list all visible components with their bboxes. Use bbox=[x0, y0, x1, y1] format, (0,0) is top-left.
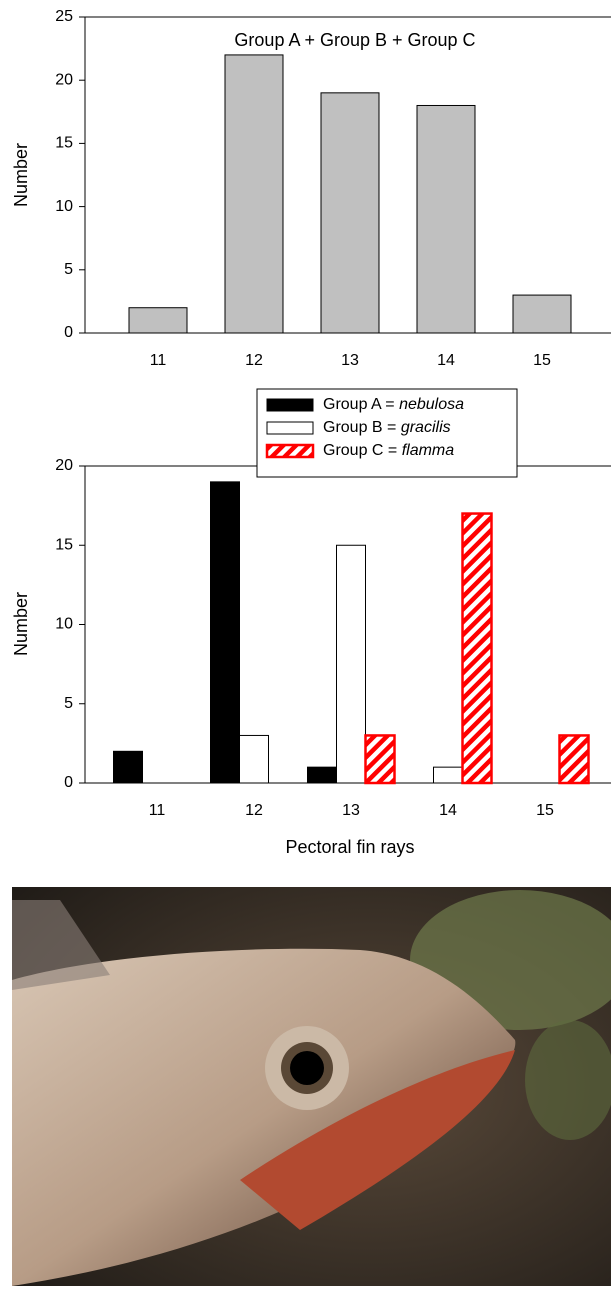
y-tick-label: 5 bbox=[64, 695, 73, 712]
photo bbox=[12, 887, 611, 1286]
x-tick-label: 11 bbox=[150, 352, 167, 369]
y-axis-label: Number bbox=[11, 143, 31, 207]
bar bbox=[211, 482, 240, 783]
y-tick-label: 10 bbox=[55, 616, 73, 633]
x-tick-label: 12 bbox=[245, 802, 263, 819]
x-tick-label: 14 bbox=[439, 802, 457, 819]
bar bbox=[434, 767, 463, 783]
legend-label: Group A = nebulosa bbox=[323, 396, 464, 413]
x-tick-label: 14 bbox=[437, 352, 455, 369]
y-tick-label: 0 bbox=[64, 774, 73, 791]
bar bbox=[129, 308, 187, 333]
x-tick-label: 12 bbox=[245, 352, 263, 369]
y-tick-label: 20 bbox=[55, 457, 73, 474]
bar bbox=[366, 735, 395, 783]
y-tick-label: 5 bbox=[64, 261, 73, 278]
figure: 0 5 10 15 20 25 11 12 13 14 15 Number Group A + Grou… bbox=[0, 0, 611, 1286]
bar bbox=[417, 105, 475, 333]
x-tick-label: 11 bbox=[149, 802, 166, 819]
bar bbox=[321, 93, 379, 333]
page: {"chart_data": [ {"type": "bar", "annota… bbox=[0, 0, 611, 1286]
x-tick-label: 15 bbox=[533, 352, 551, 369]
y-tick-label: 0 bbox=[64, 324, 73, 341]
bar bbox=[560, 735, 589, 783]
bar bbox=[463, 514, 492, 783]
bar bbox=[513, 295, 571, 333]
bar bbox=[240, 735, 269, 783]
y-tick-label: 15 bbox=[55, 135, 73, 152]
y-tick-label: 20 bbox=[55, 71, 73, 88]
y-axis-label: Number bbox=[11, 592, 31, 656]
y-tick-label: 25 bbox=[55, 8, 73, 25]
x-axis-label: Pectoral fin rays bbox=[285, 837, 414, 857]
bar bbox=[114, 751, 143, 783]
y-tick-label: 10 bbox=[55, 198, 73, 215]
legend-swatch bbox=[267, 399, 313, 411]
legend-label: Group B = gracilis bbox=[323, 419, 451, 436]
x-tick-label: 13 bbox=[341, 352, 359, 369]
legend-label: Group C = flamma bbox=[323, 442, 454, 459]
legend-swatch bbox=[267, 445, 313, 457]
x-tick-label: 15 bbox=[536, 802, 554, 819]
legend-swatch bbox=[267, 422, 313, 434]
bar bbox=[225, 55, 283, 333]
annotation: Group A + Group B + Group C bbox=[234, 30, 475, 50]
bar bbox=[337, 545, 366, 783]
bar bbox=[308, 767, 337, 783]
x-tick-label: 13 bbox=[342, 802, 360, 819]
y-tick-label: 15 bbox=[55, 536, 73, 553]
